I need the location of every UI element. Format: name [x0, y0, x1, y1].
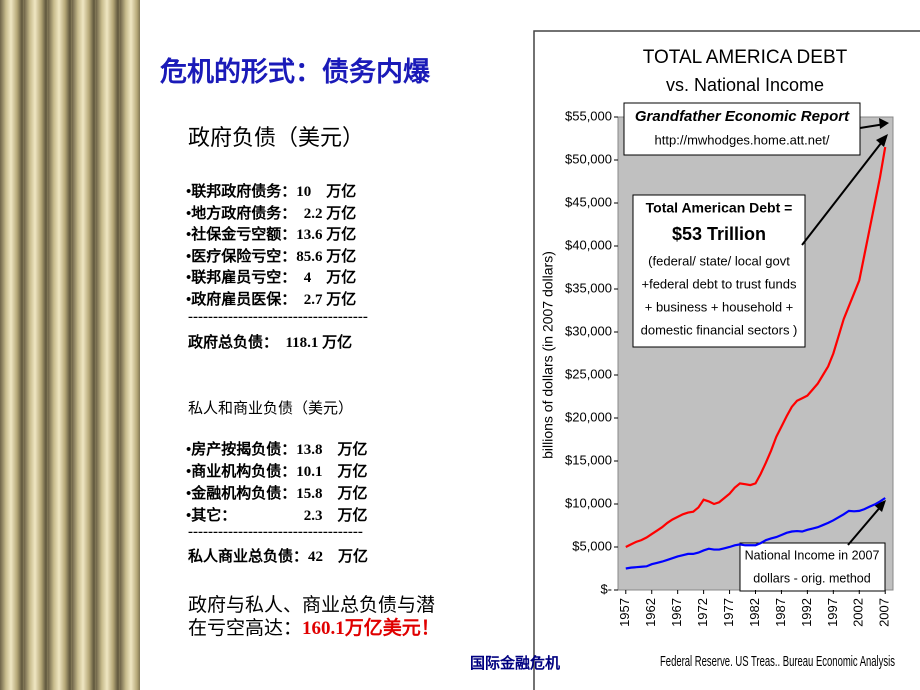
- y-tick-label: $40,000: [565, 237, 612, 252]
- annotation: domestic financial sectors ): [641, 322, 798, 337]
- separator: -----------------------------------: [188, 524, 363, 540]
- x-tick-label: 2007: [877, 598, 892, 627]
- y-tick-label: $25,000: [565, 366, 612, 381]
- y-tick-label: $30,000: [565, 323, 612, 338]
- y-tick-label: $55,000: [565, 108, 612, 123]
- annotation: Total American Debt =: [646, 200, 793, 216]
- arrow: [801, 137, 886, 246]
- annotation: http://mwhodges.home.att.net/: [655, 132, 830, 147]
- plot-area: [617, 116, 894, 591]
- y-tick-label: $5,000: [572, 538, 612, 553]
- y-tick-label: $10,000: [565, 495, 612, 510]
- section-heading: 私人和商业负债（美元）: [188, 401, 354, 417]
- list-item: •房产按揭负债：13.8 万亿: [186, 442, 368, 458]
- list-item: •其它： 2.3 万亿: [186, 508, 368, 524]
- separator: ------------------------------------: [188, 309, 368, 325]
- list-item: •地方政府债务： 2.2 万亿: [186, 205, 357, 222]
- chart-subtitle: vs. National Income: [666, 75, 824, 95]
- list-item: •联邦政府债务：10 万亿: [186, 184, 357, 200]
- chart-title: TOTAL AMERICA DEBT: [643, 47, 848, 68]
- arrowhead: [874, 500, 886, 512]
- total: 私人商业总负债：42 万亿: [188, 549, 369, 565]
- x-tick-label: 1967: [669, 598, 684, 627]
- list-item: •社保金亏空额：13.6 万亿: [186, 227, 357, 244]
- y-tick-label: $20,000: [565, 409, 612, 424]
- section-heading: 政府负债（美元）: [188, 125, 365, 150]
- x-tick-label: 1987: [773, 598, 788, 627]
- x-tick-label: 2002: [851, 598, 866, 627]
- source: Federal Reserve. US Treas.. Bureau Econo…: [660, 653, 895, 670]
- data-line: [625, 146, 887, 548]
- annotation: Grandfather Economic Report: [635, 108, 850, 125]
- y-tick-label: $-: [600, 581, 612, 596]
- footer: 国际金融危机: [470, 656, 561, 672]
- arrow: [847, 504, 883, 546]
- conclusion-highlight: 160.1万亿美元！: [302, 618, 440, 639]
- y-tick-label: $50,000: [565, 151, 612, 166]
- slide-title: 危机的形式：债务内爆: [160, 57, 430, 87]
- x-tick-label: 1977: [721, 598, 736, 627]
- annotation: (federal/ state/ local govt: [648, 253, 790, 268]
- annotation: dollars - orig. method: [753, 571, 870, 585]
- x-tick-label: 1982: [747, 598, 762, 627]
- list-item: •金融机构负债：15.8 万亿: [186, 486, 368, 502]
- annotation: +federal debt to trust funds: [641, 276, 797, 291]
- annotation-box: [623, 102, 861, 156]
- x-tick-label: 1957: [617, 598, 632, 627]
- conclusion: 政府与私人、商业总负债与潜: [188, 595, 436, 616]
- annotation-box: [632, 194, 806, 348]
- data-line: [625, 497, 886, 570]
- list-item: •医疗保险亏空：85.6 万亿: [186, 248, 357, 265]
- annotation: $53 Trillion: [672, 224, 766, 244]
- list-item: •商业机构负债：10.1 万亿: [186, 464, 368, 480]
- conclusion: 在亏空高达：160.1万亿美元！: [188, 613, 440, 640]
- conclusion-text: 在亏空高达：: [188, 618, 303, 639]
- y-tick-label: $45,000: [565, 194, 612, 209]
- x-tick-label: 1997: [825, 598, 840, 627]
- total: 政府总负债： 118.1 万亿: [188, 335, 353, 351]
- list-item: •联邦雇员亏空： 4 万亿: [186, 270, 357, 287]
- arrowhead: [879, 118, 889, 129]
- column-decoration: [0, 0, 140, 690]
- y-tick-label: $35,000: [565, 280, 612, 295]
- list-item: •政府雇员医保： 2.7 万亿: [186, 292, 357, 308]
- annotation: + business + household +: [645, 299, 794, 314]
- x-tick-label: 1972: [695, 598, 710, 627]
- y-axis-label: billions of dollars (in 2007 dollars): [540, 251, 556, 459]
- arrowhead: [876, 134, 888, 147]
- annotation: National Income in 2007: [745, 548, 880, 562]
- y-tick-label: $15,000: [565, 452, 612, 467]
- x-tick-label: 1962: [643, 598, 658, 627]
- x-tick-label: 1992: [799, 598, 814, 627]
- annotation-box: [739, 542, 886, 592]
